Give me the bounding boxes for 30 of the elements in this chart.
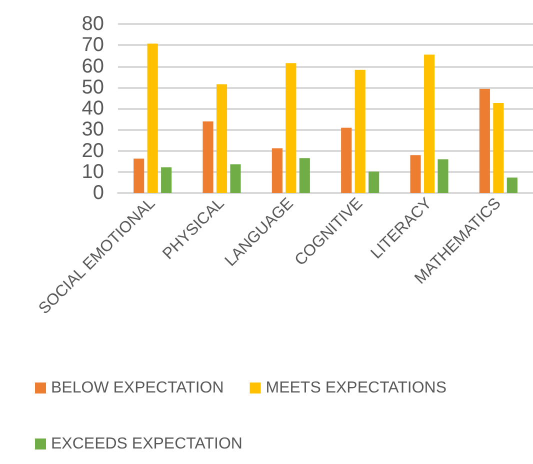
bar [299,158,310,193]
y-tick-label: 30 [82,118,104,141]
bar [506,178,518,193]
bar [368,172,380,193]
y-tick-label: 20 [82,140,104,162]
y-tick-label: 40 [82,98,104,120]
bar [410,155,421,193]
y-tick-label: 50 [82,76,104,98]
bar [341,128,352,193]
bar [272,148,282,193]
bar [216,84,228,193]
bar [479,88,490,193]
bar [424,54,435,193]
y-tick-label: 70 [82,34,104,56]
bar [134,158,144,193]
legend-label: EXCEEDS EXPECTATION [51,436,242,452]
bar [493,103,504,193]
bar [202,121,214,193]
bar [161,167,172,193]
bar [286,63,296,193]
y-tick-label: 60 [82,55,104,78]
bar [147,44,158,193]
y-tick-label: 10 [82,160,104,183]
bar [354,70,366,193]
bar [230,164,241,193]
y-tick-label: 80 [82,13,104,35]
legend-label: MEETS EXPECTATIONS [266,380,447,396]
bar [438,159,448,193]
y-tick-label: 0 [92,182,104,204]
legend-label: BELOW EXPECTATION [51,380,224,396]
